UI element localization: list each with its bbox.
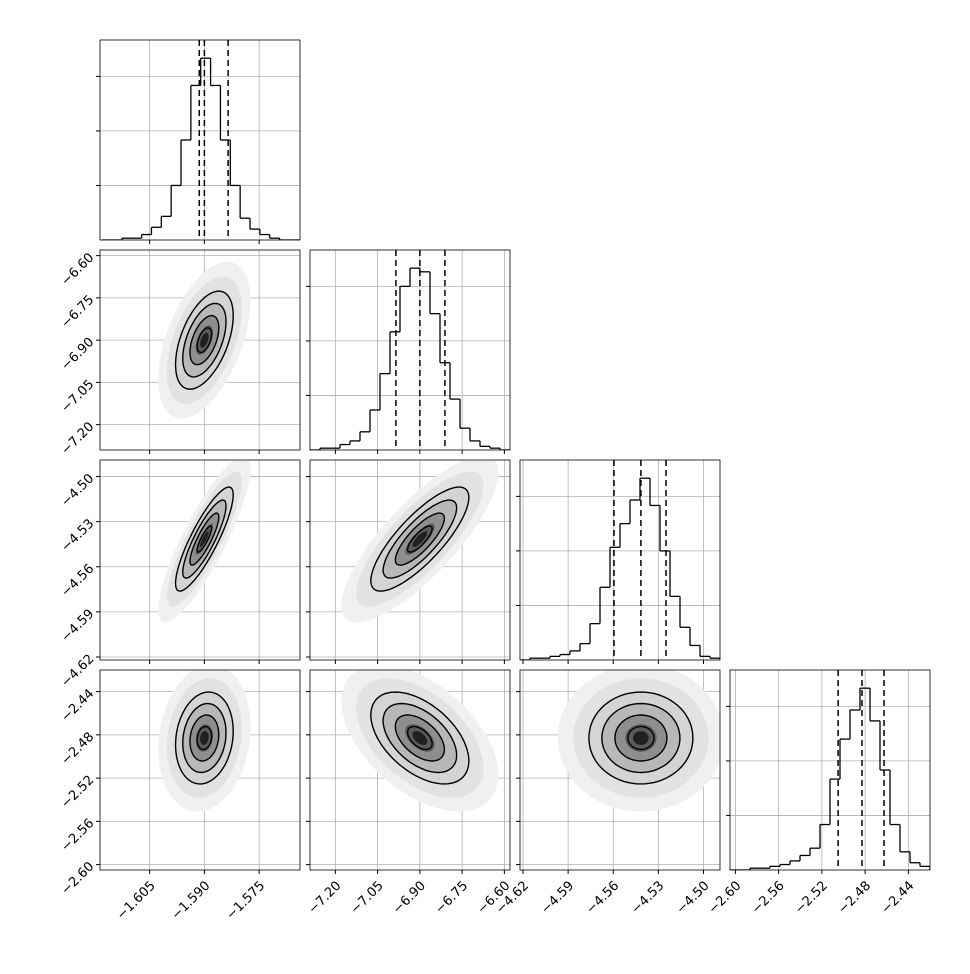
contour xyxy=(394,512,446,566)
contour xyxy=(189,314,220,366)
contour xyxy=(406,725,433,751)
contour xyxy=(189,512,220,566)
contour xyxy=(182,302,227,378)
panel xyxy=(310,460,510,660)
contour xyxy=(588,691,694,785)
contour xyxy=(370,486,470,592)
density-shade xyxy=(200,731,209,745)
panel xyxy=(730,670,930,870)
panel-frame xyxy=(519,459,721,661)
contour xyxy=(196,525,213,553)
contour xyxy=(196,725,213,751)
panel xyxy=(520,460,720,660)
density-shade xyxy=(412,731,428,745)
panel-frame xyxy=(99,39,301,241)
panel-frame xyxy=(99,249,301,451)
contour xyxy=(406,525,433,553)
panel xyxy=(100,460,300,660)
contour xyxy=(182,499,227,579)
panel-frame xyxy=(729,669,931,871)
panel xyxy=(310,250,510,450)
contour xyxy=(370,691,470,785)
contour xyxy=(394,714,446,762)
panel xyxy=(100,670,300,870)
density-shade xyxy=(200,531,209,547)
contour xyxy=(196,327,213,354)
panel xyxy=(100,40,300,240)
panel-frame xyxy=(309,669,511,871)
panel-frame xyxy=(99,669,301,871)
contour xyxy=(189,714,220,762)
panel-frame xyxy=(309,459,511,661)
contour xyxy=(627,725,655,751)
density-shade xyxy=(633,731,649,745)
contour xyxy=(174,691,234,785)
contour xyxy=(182,702,227,774)
panel-frame xyxy=(309,249,511,451)
density-shade xyxy=(200,332,209,348)
panel-frame xyxy=(99,459,301,661)
panel-frame xyxy=(519,669,721,871)
contour xyxy=(614,714,668,762)
contour xyxy=(382,499,458,579)
contour xyxy=(382,702,458,774)
contour xyxy=(174,486,234,592)
density-shade xyxy=(412,531,428,547)
contour xyxy=(174,290,234,390)
panel xyxy=(310,670,510,870)
panel xyxy=(520,670,720,870)
panel xyxy=(100,250,300,450)
contour xyxy=(601,702,681,774)
